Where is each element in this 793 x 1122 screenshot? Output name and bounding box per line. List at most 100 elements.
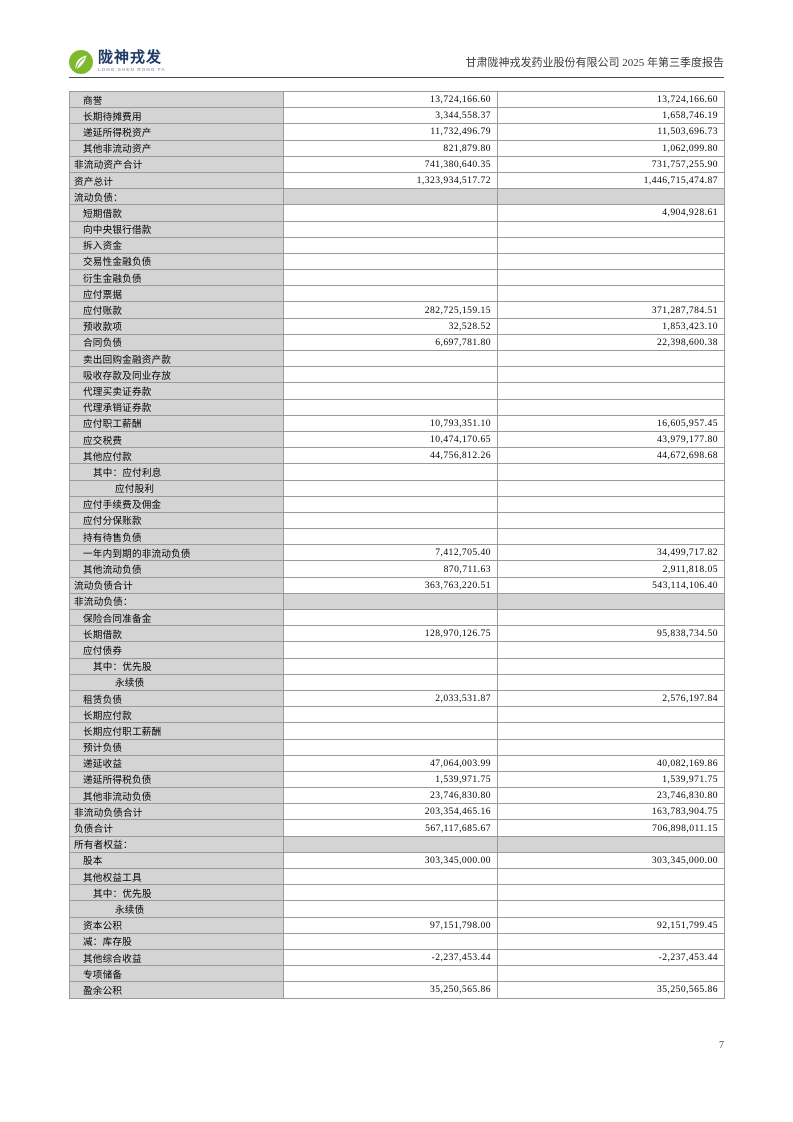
table-row: 长期待摊费用 3,344,558.37 1,658,746.19	[69, 107, 725, 125]
table-row: 其中：应付利息	[69, 463, 725, 481]
table-row: 其中：优先股	[69, 884, 725, 902]
row-value-current: 363,763,220.51	[283, 576, 498, 594]
row-value-current: 203,354,465.16	[283, 803, 498, 821]
row-value-current: 1,539,971.75	[283, 770, 498, 789]
table-row: 卖出回购金融资产款	[69, 349, 725, 368]
row-value-current: 3,344,558.37	[283, 107, 498, 125]
row-value-current	[283, 463, 498, 481]
row-value-current	[283, 479, 498, 497]
row-value-prior	[497, 349, 725, 368]
row-label: 资产总计	[69, 171, 284, 190]
row-value-current: 2,033,531.87	[283, 689, 498, 708]
table-row: 股本 303,345,000.00 303,345,000.00	[69, 851, 725, 870]
row-value-prior: 163,783,904.75	[497, 803, 725, 821]
table-row: 递延收益 47,064,003.99 40,082,169.86	[69, 754, 725, 772]
logo-wordmark: 陇神戎发 LONG SHEN RONG FA	[98, 51, 166, 73]
row-value-current	[283, 511, 498, 530]
row-value-current: 303,345,000.00	[283, 851, 498, 870]
row-label: 向中央银行借款	[69, 220, 284, 238]
row-value-current: 11,732,496.79	[283, 123, 498, 141]
row-label: 短期借款	[69, 204, 284, 222]
table-row: 其中：优先股	[69, 657, 725, 675]
row-value-prior	[497, 673, 725, 691]
row-label: 拆入资金	[69, 236, 284, 254]
row-value-current	[283, 204, 498, 222]
table-row: 递延所得税负债 1,539,971.75 1,539,971.75	[69, 770, 725, 789]
table-row: 一年内到期的非流动负债 7,412,705.40 34,499,717.82	[69, 544, 725, 562]
row-value-current	[283, 236, 498, 254]
table-row: 应付债券	[69, 641, 725, 659]
table-row: 资本公积 97,151,798.00 92,151,799.45	[69, 916, 725, 934]
row-label: 递延所得税资产	[69, 123, 284, 141]
row-value-prior	[497, 900, 725, 918]
table-row: 保险合同准备金	[69, 608, 725, 627]
row-label: 一年内到期的非流动负债	[69, 544, 284, 562]
row-value-prior: 16,605,957.45	[497, 414, 725, 432]
row-value-prior	[497, 641, 725, 659]
row-label: 递延所得税负债	[69, 770, 284, 789]
row-value-prior: 92,151,799.45	[497, 916, 725, 934]
table-row: 代理承销证券款	[69, 398, 725, 416]
row-label: 流动负债合计	[69, 576, 284, 594]
table-row: 专项储备	[69, 965, 725, 983]
table-row: 应付手续费及佣金	[69, 495, 725, 513]
row-label: 流动负债：	[69, 188, 284, 206]
table-row: 流动负债：	[69, 188, 725, 206]
table-row: 负债合计 567,117,685.67 706,898,011.15	[69, 819, 725, 837]
row-value-prior	[497, 965, 725, 983]
row-label: 预计负债	[69, 738, 284, 756]
row-value-prior	[497, 382, 725, 400]
table-row: 递延所得税资产 11,732,496.79 11,503,696.73	[69, 123, 725, 141]
row-value-current	[283, 528, 498, 546]
row-value-prior	[497, 366, 725, 384]
table-row: 其他非流动资产 821,879.80 1,062,099.80	[69, 139, 725, 157]
table-row: 应付账款 282,725,159.15 371,287,784.51	[69, 301, 725, 319]
table-row: 租赁负债 2,033,531.87 2,576,197.84	[69, 689, 725, 708]
table-row: 衍生金融负债	[69, 269, 725, 287]
row-label: 商誉	[69, 90, 284, 109]
row-value-prior: 371,287,784.51	[497, 301, 725, 319]
row-value-prior: 303,345,000.00	[497, 851, 725, 870]
row-value-prior: 731,757,255.90	[497, 155, 725, 173]
row-label: 保险合同准备金	[69, 608, 284, 627]
row-label: 负债合计	[69, 819, 284, 837]
row-label: 其他综合收益	[69, 948, 284, 967]
row-value-current	[283, 220, 498, 238]
row-value-current: 47,064,003.99	[283, 754, 498, 772]
row-label: 持有待售负债	[69, 528, 284, 546]
row-value-current	[283, 608, 498, 627]
row-label: 非流动负债合计	[69, 803, 284, 821]
row-value-current: 1,323,934,517.72	[283, 171, 498, 190]
row-value-current	[283, 835, 498, 853]
table-row: 长期应付职工薪酬	[69, 722, 725, 740]
table-row: 合同负债 6,697,781.80 22,398,600.38	[69, 333, 725, 352]
row-label: 长期借款	[69, 625, 284, 643]
row-value-prior	[497, 479, 725, 497]
row-label: 长期应付职工薪酬	[69, 722, 284, 740]
row-value-current	[283, 495, 498, 513]
row-value-prior	[497, 285, 725, 303]
row-value-prior: 1,658,746.19	[497, 107, 725, 125]
row-value-prior: 13,724,166.60	[497, 90, 725, 109]
table-row: 应付股利	[69, 479, 725, 497]
table-row: 永续债	[69, 673, 725, 691]
row-label: 合同负债	[69, 333, 284, 352]
row-label: 租赁负债	[69, 689, 284, 708]
row-label: 非流动负债：	[69, 592, 284, 611]
row-value-current: 97,151,798.00	[283, 916, 498, 934]
row-value-prior	[497, 252, 725, 271]
row-value-prior	[497, 511, 725, 530]
row-value-prior	[497, 398, 725, 416]
row-value-current	[283, 382, 498, 400]
row-value-current	[283, 867, 498, 886]
table-row: 长期借款 128,970,126.75 95,838,734.50	[69, 625, 725, 643]
row-label: 应付分保账款	[69, 511, 284, 530]
table-row: 非流动负债合计 203,354,465.16 163,783,904.75	[69, 803, 725, 821]
row-label: 应交税费	[69, 430, 284, 449]
row-value-prior: 44,672,698.68	[497, 447, 725, 465]
row-label: 应付债券	[69, 641, 284, 659]
row-label: 应付手续费及佣金	[69, 495, 284, 513]
row-label: 股本	[69, 851, 284, 870]
row-value-current: 10,474,170.65	[283, 430, 498, 449]
